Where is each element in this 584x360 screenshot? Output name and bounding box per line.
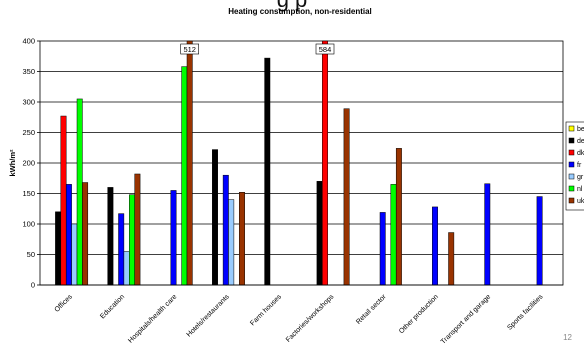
bar-nl-6 <box>390 184 397 286</box>
bar-nl-1 <box>129 194 135 286</box>
legend-swatch-de <box>568 137 575 144</box>
bar-fr-6 <box>379 212 386 286</box>
data-label: 512 <box>183 45 196 54</box>
chart-title: Heating consumption, non-residential <box>228 7 372 16</box>
y-tick-label: 0 <box>31 281 35 290</box>
legend-swatch-be <box>568 125 575 132</box>
bar-fr-9 <box>536 196 543 286</box>
x-tick-label: Farm houses <box>249 293 283 327</box>
x-tick-label: Retail sector <box>355 293 388 326</box>
legend-label-dk: dk <box>577 150 584 157</box>
x-tick-label: Sports facilities <box>506 293 545 332</box>
bar-fr-2 <box>170 190 177 286</box>
bar-fr-0 <box>65 184 72 286</box>
page-number: 12 <box>563 333 572 342</box>
bar-dk-0 <box>60 115 67 286</box>
bar-gr-0 <box>71 223 78 286</box>
legend-box <box>565 121 584 211</box>
legend-label-uk: uk <box>577 198 584 205</box>
y-tick-label: 150 <box>22 189 35 198</box>
legend-swatch-gr <box>568 173 575 180</box>
legend-label-nl: nl <box>577 186 583 193</box>
legend-label-fr: fr <box>577 162 582 169</box>
legend-label-gr: gr <box>577 174 584 181</box>
y-tick-label: 350 <box>22 67 35 76</box>
legend-swatch-nl <box>568 185 575 192</box>
x-tick-label: Offices <box>54 293 75 314</box>
legend-swatch-dk <box>568 149 575 156</box>
data-label: 584 <box>319 45 332 54</box>
bar-uk-7 <box>448 232 455 286</box>
x-tick-label: Transport and garage <box>440 293 492 345</box>
y-tick-label: 100 <box>22 220 35 229</box>
bar-de-3 <box>212 149 218 286</box>
bar-fr-3 <box>222 174 229 286</box>
slide-heading-cutoff: g p <box>0 0 584 13</box>
y-tick-label: 200 <box>22 159 35 168</box>
y-axis-label: kWh/m² <box>8 149 17 177</box>
bar-uk-2 <box>186 40 193 286</box>
bar-de-4 <box>264 57 271 286</box>
legend-swatch-uk <box>568 197 575 204</box>
bar-de-1 <box>107 187 114 286</box>
x-tick-label: Education <box>99 293 126 320</box>
data-label-box <box>315 43 335 55</box>
bar-de-0 <box>55 211 62 286</box>
x-tick-label: Hospitals/health care <box>127 293 178 344</box>
bar-gr-1 <box>123 251 130 286</box>
bar-uk-1 <box>134 173 141 286</box>
bar-fr-1 <box>118 213 125 286</box>
x-tick-label: Hotels/restaurants <box>186 293 231 338</box>
bar-uk-5 <box>343 108 350 286</box>
bar-nl-0 <box>76 98 83 286</box>
bar-dk-5 <box>322 40 328 286</box>
bar-fr-7 <box>432 206 438 286</box>
x-tick-label: Factories/workshops <box>285 293 336 344</box>
bar-uk-6 <box>395 148 402 286</box>
bar-uk-0 <box>82 182 89 286</box>
bar-uk-3 <box>239 192 245 286</box>
y-tick-label: 300 <box>22 98 35 107</box>
y-tick-label: 50 <box>27 250 35 259</box>
bar-fr-8 <box>484 183 491 286</box>
bar-gr-3 <box>228 199 235 286</box>
legend-swatch-fr <box>568 161 575 168</box>
legend-label-de: de <box>577 138 584 145</box>
y-tick-label: 250 <box>22 128 35 137</box>
y-tick-label: 400 <box>22 37 35 46</box>
data-label-box <box>180 43 199 55</box>
legend-label-be: be <box>577 126 584 133</box>
x-tick-label: Other production <box>398 293 440 335</box>
bar-de-5 <box>316 181 323 286</box>
bar-nl-2 <box>181 66 188 286</box>
